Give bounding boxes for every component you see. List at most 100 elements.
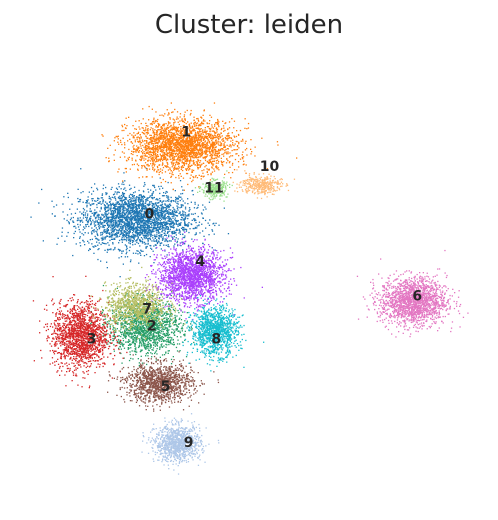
scatter-point <box>186 154 188 156</box>
scatter-point <box>110 210 112 213</box>
scatter-point <box>90 215 92 218</box>
scatter-point <box>216 166 218 168</box>
scatter-point <box>153 140 155 142</box>
scatter-point <box>143 155 145 157</box>
scatter-point <box>178 195 180 197</box>
scatter-point <box>156 132 158 134</box>
scatter-point <box>217 135 220 138</box>
scatter-point <box>179 212 181 215</box>
scatter-point <box>205 130 207 133</box>
scatter-point <box>129 241 132 243</box>
scatter-point <box>97 244 99 246</box>
scatter-point <box>138 213 140 215</box>
scatter-point <box>202 123 205 125</box>
scatter-point <box>133 211 135 213</box>
scatter-point <box>161 195 164 197</box>
scatter-point <box>118 214 120 216</box>
scatter-point <box>91 198 93 200</box>
scatter-point <box>135 197 137 199</box>
scatter-point <box>194 121 197 123</box>
scatter-point <box>195 123 197 125</box>
scatter-point <box>164 221 166 224</box>
scatter-point <box>210 174 212 176</box>
scatter-point <box>73 237 75 239</box>
scatter-point <box>159 131 161 133</box>
scatter-point <box>188 153 190 155</box>
scatter-point <box>196 227 198 229</box>
scatter-point <box>96 233 99 236</box>
scatter-point <box>157 147 159 149</box>
scatter-point <box>89 218 91 220</box>
scatter-point <box>91 230 94 232</box>
scatter-point <box>140 217 143 219</box>
scatter-point <box>123 238 125 241</box>
scatter-point <box>160 155 162 157</box>
scatter-point <box>96 238 99 240</box>
scatter-point <box>158 207 161 209</box>
scatter-point <box>159 137 161 139</box>
scatter-point <box>155 125 157 127</box>
scatter-point <box>246 147 248 150</box>
scatter-point <box>162 166 165 169</box>
scatter-point <box>152 211 154 213</box>
scatter-point <box>142 203 144 205</box>
scatter-point <box>144 184 146 186</box>
scatter-point <box>164 238 166 240</box>
scatter-point <box>176 220 178 222</box>
scatter-point <box>207 147 210 149</box>
scatter-point <box>106 251 108 253</box>
scatter-point <box>108 209 110 211</box>
scatter-point <box>116 229 118 232</box>
scatter-point <box>154 202 156 205</box>
scatter-point <box>211 150 213 152</box>
scatter-point <box>139 232 141 234</box>
scatter-point <box>90 186 93 189</box>
scatter-point <box>162 150 164 152</box>
scatter-point <box>175 133 178 135</box>
scatter-point <box>127 208 129 210</box>
scatter-point <box>123 234 126 236</box>
scatter-point <box>117 197 120 199</box>
scatter-point <box>157 224 159 226</box>
scatter-point <box>123 214 125 217</box>
scatter-point <box>117 201 120 203</box>
scatter-point <box>150 153 152 156</box>
scatter-point <box>110 205 112 207</box>
scatter-point <box>135 150 137 152</box>
scatter-point <box>168 223 170 225</box>
scatter-point <box>149 138 151 140</box>
scatter-point <box>97 215 99 217</box>
scatter-point <box>165 228 167 230</box>
scatter-point <box>161 164 163 166</box>
scatter-point <box>103 207 106 209</box>
scatter-point <box>166 155 168 157</box>
scatter-point <box>197 136 199 139</box>
scatter-point <box>174 190 176 192</box>
scatter-point <box>166 109 168 111</box>
scatter-point <box>188 214 190 216</box>
scatter-point <box>193 145 195 148</box>
scatter-point <box>230 144 232 147</box>
scatter-point <box>178 228 180 231</box>
scatter-point <box>156 240 158 242</box>
scatter-point <box>153 159 155 161</box>
scatter-point <box>182 229 184 231</box>
scatter-point <box>159 219 161 222</box>
scatter-point <box>177 225 179 227</box>
scatter-point <box>132 236 134 238</box>
scatter-point <box>155 120 157 122</box>
scatter-point <box>132 233 134 236</box>
scatter-point <box>189 208 191 211</box>
scatter-point <box>187 145 189 148</box>
scatter-point <box>228 121 231 123</box>
scatter-point <box>100 243 102 246</box>
scatter-point <box>155 227 157 229</box>
scatter-point <box>152 206 154 208</box>
scatter-point <box>89 210 91 212</box>
scatter-point <box>136 233 138 235</box>
scatter-point <box>159 209 161 211</box>
scatter-point <box>182 120 185 122</box>
scatter-point <box>157 231 160 233</box>
scatter-point <box>135 252 137 254</box>
scatter-point <box>111 203 113 205</box>
